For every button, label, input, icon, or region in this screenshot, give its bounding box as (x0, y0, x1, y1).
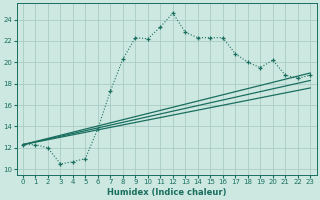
X-axis label: Humidex (Indice chaleur): Humidex (Indice chaleur) (107, 188, 226, 197)
